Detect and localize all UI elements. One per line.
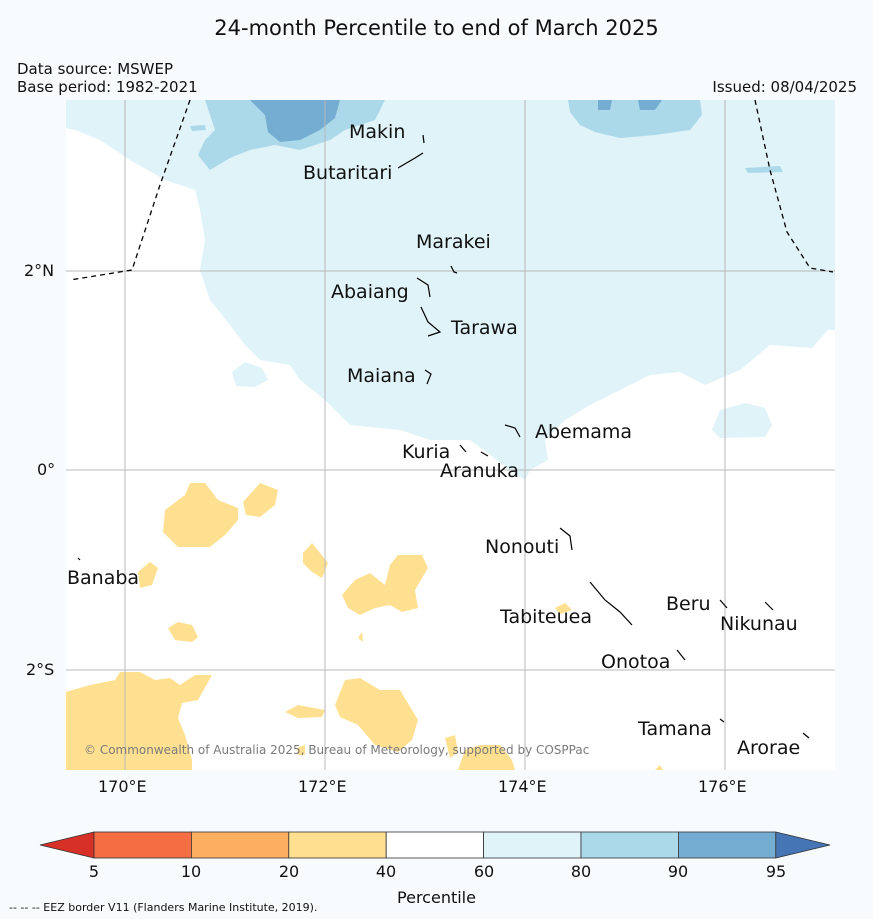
region-20-40-d bbox=[342, 555, 428, 615]
label-makin: Makin bbox=[349, 121, 406, 143]
region-20-40-e bbox=[138, 562, 158, 588]
colorbar-tick-5: 5 bbox=[88, 862, 100, 881]
region-20-40-a bbox=[163, 483, 238, 547]
region-20-40-h bbox=[285, 705, 325, 718]
region-90-95-north bbox=[250, 100, 340, 142]
label-banaba: Banaba bbox=[67, 567, 140, 589]
label-aranuka: Aranuka bbox=[440, 460, 519, 482]
region-60-80-small-patch bbox=[232, 362, 268, 387]
region-20-40-c bbox=[303, 543, 328, 578]
label-tabiteuea: Tabiteuea bbox=[500, 606, 592, 628]
colorbar-tick-20: 20 bbox=[278, 862, 300, 881]
label-onotoa: Onotoa bbox=[601, 651, 671, 673]
lon-tick-170e: 170°E bbox=[98, 777, 147, 796]
colorbar-above-95 bbox=[775, 831, 831, 859]
label-nikunau: Nikunau bbox=[720, 613, 798, 635]
region-60-80-east-patch bbox=[712, 403, 772, 438]
colorbar-label: Percentile bbox=[397, 888, 476, 907]
region-20-40-i bbox=[335, 678, 418, 752]
colorbar-60-80 bbox=[483, 831, 582, 859]
label-abaiang: Abaiang bbox=[331, 281, 409, 303]
label-marakei: Marakei bbox=[416, 231, 491, 253]
colorbar-tick-95: 95 bbox=[765, 862, 787, 881]
colorbar-below-5 bbox=[39, 831, 95, 859]
eez-border-note: -- -- -- EEZ border V11 (Flanders Marine… bbox=[9, 901, 318, 914]
region-20-40-g bbox=[66, 672, 212, 770]
colorbar-tick-80: 80 bbox=[570, 862, 592, 881]
region-20-40-k bbox=[458, 745, 515, 770]
copyright-notice: © Commonwealth of Australia 2025, Bureau… bbox=[84, 743, 590, 757]
colorbar-tick-10: 10 bbox=[180, 862, 202, 881]
region-20-40-j bbox=[445, 735, 458, 758]
colorbar-5-10 bbox=[93, 831, 192, 859]
lon-tick-172e: 172°E bbox=[298, 777, 347, 796]
region-60-80 bbox=[66, 100, 835, 480]
colorbar bbox=[39, 831, 831, 859]
lon-tick-174e: 174°E bbox=[498, 777, 547, 796]
label-nonouti: Nonouti bbox=[485, 536, 560, 558]
label-butaritari: Butaritari bbox=[303, 162, 393, 184]
lat-tick-0: 0° bbox=[37, 460, 56, 479]
region-90-95-northeast-1 bbox=[598, 100, 612, 110]
region-80-90-small-1 bbox=[745, 166, 783, 173]
label-arorae: Arorae bbox=[737, 737, 801, 759]
data-source: Data source: MSWEP bbox=[17, 60, 174, 78]
colorbar-40-60 bbox=[385, 831, 485, 859]
base-period: Base period: 1982-2021 bbox=[17, 78, 198, 96]
map-title: 24-month Percentile to end of March 2025 bbox=[214, 16, 659, 40]
label-tamana: Tamana bbox=[638, 718, 712, 740]
region-20-40-b bbox=[243, 483, 278, 517]
region-20-40-l bbox=[555, 603, 572, 614]
eez-border bbox=[69, 99, 834, 281]
gridlines bbox=[66, 100, 835, 770]
label-tarawa: Tarawa bbox=[451, 317, 518, 339]
colorbar-tick-40: 40 bbox=[375, 862, 397, 881]
colorbar-tick-90: 90 bbox=[667, 862, 689, 881]
colorbar-tick-60: 60 bbox=[473, 862, 495, 881]
label-maiana: Maiana bbox=[347, 365, 416, 387]
colorbar-80-90 bbox=[580, 831, 679, 859]
issued-date: Issued: 08/04/2025 bbox=[712, 78, 857, 96]
region-20-40-m bbox=[297, 745, 305, 755]
lat-tick-2n: 2°N bbox=[24, 261, 55, 280]
region-20-40-n bbox=[655, 765, 663, 770]
region-20-40-o bbox=[358, 632, 363, 642]
region-90-95-northeast-2 bbox=[638, 100, 662, 110]
lon-tick-176e: 176°E bbox=[698, 777, 747, 796]
region-80-90-small-2 bbox=[190, 125, 206, 131]
lat-tick-2s: 2°S bbox=[26, 660, 55, 679]
region-20-40-f bbox=[168, 622, 198, 642]
colorbar-20-40 bbox=[288, 831, 387, 859]
label-beru: Beru bbox=[666, 593, 711, 615]
colorbar-90-95 bbox=[678, 831, 777, 859]
island-outlines bbox=[77, 134, 810, 739]
label-abemama: Abemama bbox=[535, 421, 633, 443]
colorbar-10-20 bbox=[190, 831, 290, 859]
label-kuria: Kuria bbox=[402, 441, 451, 463]
